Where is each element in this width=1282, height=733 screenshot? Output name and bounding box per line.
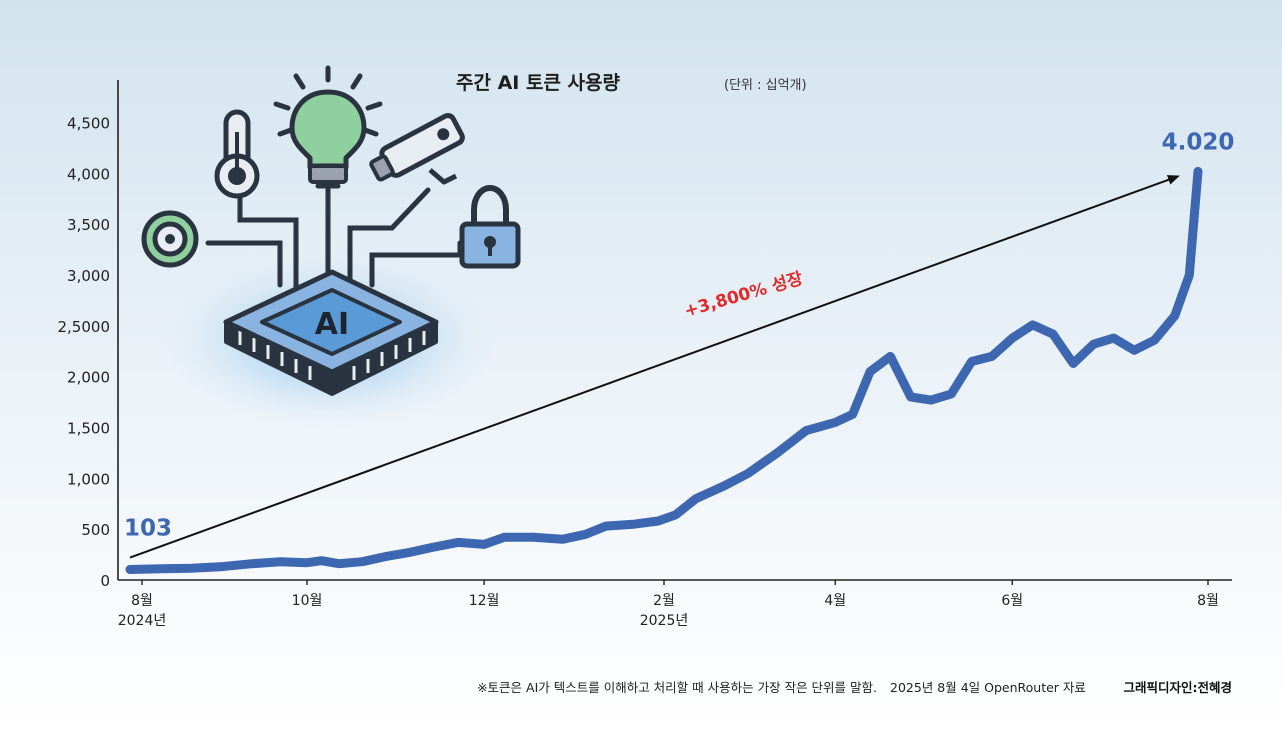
data-point xyxy=(746,471,750,475)
data-point xyxy=(694,497,698,501)
data-point xyxy=(250,562,254,566)
y-tick-label: 4,000 xyxy=(67,165,110,183)
data-point xyxy=(560,537,564,541)
x-tick-month: 10월 xyxy=(292,593,323,609)
start-value-label: 103 xyxy=(124,516,172,542)
y-tick-label: 3,500 xyxy=(67,216,110,234)
footnote: ※토큰은 AI가 텍스트를 이해하고 처리할 때 사용하는 가장 작은 단위를 … xyxy=(477,680,877,695)
data-point xyxy=(1187,273,1191,277)
target-icon xyxy=(141,210,199,268)
data-point xyxy=(1153,338,1156,342)
padlock-icon xyxy=(459,184,521,269)
data-point xyxy=(1010,336,1014,340)
data-point xyxy=(674,513,678,517)
data-point xyxy=(430,546,434,549)
data-point xyxy=(383,555,387,559)
data-point xyxy=(775,451,779,455)
x-tick-month: 4월 xyxy=(824,593,846,609)
data-point xyxy=(909,395,913,399)
x-tick-month: 12월 xyxy=(469,593,500,609)
chart-title: 주간 AI 토큰 사용량 xyxy=(456,72,620,94)
chart-unit: (단위 : 십억개) xyxy=(724,78,807,93)
ai-iot-illustration: AI xyxy=(141,65,521,428)
data-point xyxy=(456,540,460,544)
data-point xyxy=(531,535,535,539)
data-point xyxy=(189,566,193,570)
x-tick-month: 6월 xyxy=(1001,593,1023,609)
data-point xyxy=(1196,169,1200,173)
source: 2025년 8월 4일 OpenRouter 자료 xyxy=(890,680,1086,695)
cctv-camera-icon xyxy=(369,113,465,185)
data-point xyxy=(279,560,283,564)
data-point xyxy=(833,420,837,424)
growth-label: +3,800% 성장 xyxy=(682,269,805,322)
thermometer-icon xyxy=(214,109,260,199)
x-tick-year: 2025년 xyxy=(640,613,689,629)
y-tick-label: 2,000 xyxy=(67,369,110,387)
data-point xyxy=(502,535,506,539)
x-tick-month: 8월 xyxy=(131,593,153,609)
data-point xyxy=(337,562,341,566)
x-tick-month: 2월 xyxy=(653,593,675,609)
y-tick-label: 4,500 xyxy=(67,115,110,133)
data-point xyxy=(218,565,222,569)
growth-arrow xyxy=(129,175,1180,559)
y-tick-label: 1,000 xyxy=(67,470,110,488)
y-tick-label: 0 xyxy=(100,572,110,590)
data-point xyxy=(1173,314,1177,318)
data-point xyxy=(1071,362,1075,365)
data-point xyxy=(723,484,727,487)
data-point xyxy=(1092,342,1095,346)
x-tick-year: 2024년 xyxy=(118,613,167,629)
y-tick-label: 3,000 xyxy=(67,267,110,285)
y-tick-label: 1,500 xyxy=(67,420,110,438)
data-point xyxy=(868,370,872,374)
data-point xyxy=(160,567,164,571)
data-point xyxy=(604,524,608,528)
credit: 그래픽디자인:전혜경 xyxy=(1124,680,1233,695)
ai-chip-icon: AI xyxy=(223,269,439,396)
end-value-label: 4.020 xyxy=(1162,129,1235,155)
y-tick-label: 2,5000 xyxy=(58,318,111,336)
data-point xyxy=(949,392,953,396)
data-point xyxy=(320,559,323,563)
data-point xyxy=(128,568,132,571)
series-line xyxy=(125,166,1203,574)
data-point xyxy=(1132,348,1136,352)
data-point xyxy=(1112,336,1116,340)
x-tick-month: 8월 xyxy=(1197,593,1219,609)
data-point xyxy=(804,429,808,433)
data-point xyxy=(360,560,364,564)
data-point xyxy=(851,412,855,416)
y-tick-label: 500 xyxy=(81,521,110,539)
data-point xyxy=(970,360,974,363)
data-point xyxy=(1031,323,1035,327)
data-point xyxy=(482,542,486,546)
data-point xyxy=(656,519,660,523)
data-point xyxy=(888,354,892,358)
data-point xyxy=(584,532,588,536)
chip-label: AI xyxy=(315,307,349,342)
data-point xyxy=(633,522,637,526)
data-point xyxy=(407,551,411,555)
lightbulb-icon xyxy=(273,65,383,189)
data-point xyxy=(990,354,994,358)
data-point xyxy=(1051,332,1055,336)
data-point xyxy=(305,561,309,565)
data-point xyxy=(929,398,933,402)
